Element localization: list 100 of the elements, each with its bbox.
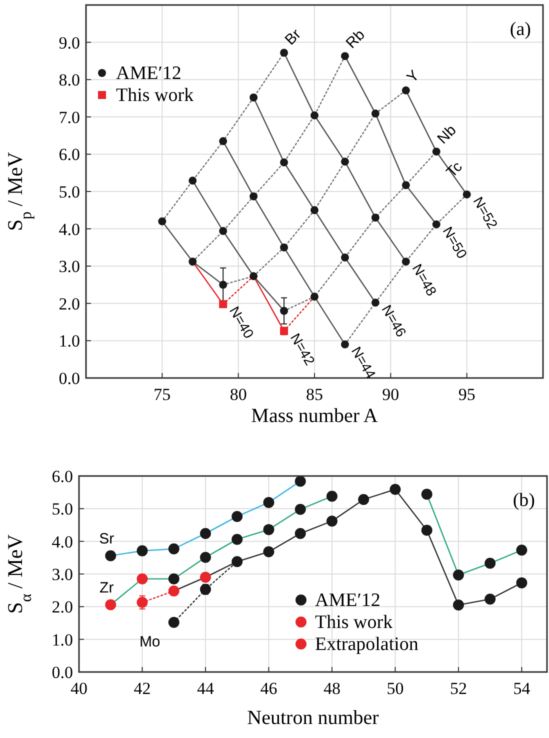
x-tick-label: 85 <box>306 385 323 404</box>
annotation: Rb <box>342 26 368 52</box>
x-tick-label: 54 <box>513 679 531 698</box>
y-tick-label: 5.0 <box>58 182 80 202</box>
point <box>280 306 288 315</box>
point <box>263 524 274 536</box>
point <box>371 298 380 307</box>
annotation: Tc <box>443 158 466 181</box>
point <box>310 111 318 120</box>
point <box>390 484 401 495</box>
point <box>263 546 274 558</box>
y-tick-label: 4.0 <box>52 532 73 552</box>
point <box>168 616 180 628</box>
x-tick-label: 80 <box>230 385 247 404</box>
point <box>326 516 338 527</box>
point <box>452 569 464 580</box>
y-tick-label: 2.0 <box>58 294 80 314</box>
point <box>188 258 197 266</box>
point <box>232 556 243 568</box>
point <box>326 490 338 502</box>
point <box>402 181 410 190</box>
point <box>294 504 306 515</box>
point <box>340 52 349 60</box>
point <box>358 494 370 506</box>
legend-label: AME′12 <box>315 590 380 611</box>
y-tick-label: 5.0 <box>52 500 73 519</box>
point <box>516 544 528 556</box>
point <box>105 550 116 562</box>
annotation: (a) <box>510 19 531 40</box>
point <box>168 573 180 584</box>
point <box>219 280 228 289</box>
y-tick-label: 6.0 <box>58 145 80 164</box>
x-tick-label: 90 <box>382 385 400 404</box>
point <box>219 137 228 146</box>
point <box>263 496 274 508</box>
point <box>294 528 306 539</box>
annotation: Nb <box>434 122 460 148</box>
y-tick-label: 0.0 <box>58 369 80 388</box>
point <box>484 594 496 605</box>
annotation: Br <box>282 26 304 49</box>
y-tick-label: 1.0 <box>52 630 73 650</box>
point <box>484 558 496 569</box>
point <box>402 258 410 266</box>
point <box>462 190 471 198</box>
point <box>219 227 228 236</box>
legend-label: AME′12 <box>116 63 182 84</box>
point <box>200 572 211 583</box>
point <box>280 158 288 166</box>
x-tick-label: 50 <box>386 679 404 698</box>
point <box>310 206 318 214</box>
y-tick-label: 4.0 <box>58 220 80 239</box>
x-tick-label: 75 <box>154 385 171 404</box>
x-axis-title: Neutron number <box>247 707 380 729</box>
y-tick-label: 9.0 <box>58 33 80 52</box>
point <box>310 292 318 301</box>
x-tick-label: 95 <box>458 385 476 404</box>
x-tick-label: 42 <box>134 679 151 698</box>
point <box>168 585 180 596</box>
point <box>232 511 243 522</box>
point <box>105 599 116 610</box>
point <box>371 214 380 222</box>
point <box>294 476 306 487</box>
point <box>340 340 349 348</box>
point <box>250 192 258 200</box>
point <box>371 110 380 118</box>
annotation: Zr <box>100 580 114 597</box>
y-tick-label: 0.0 <box>52 663 73 682</box>
x-axis-title: Mass number A <box>251 405 378 427</box>
point <box>421 488 432 500</box>
point <box>250 94 258 102</box>
point <box>136 573 148 584</box>
y-tick-label: 8.0 <box>58 70 80 90</box>
point <box>432 220 440 228</box>
y-tick-label: 3.0 <box>58 257 80 276</box>
point <box>200 552 211 563</box>
point <box>280 243 288 252</box>
x-tick-label: 46 <box>260 679 278 698</box>
point <box>402 86 410 94</box>
point <box>158 217 166 226</box>
y-tick-label: 1.0 <box>58 332 80 351</box>
point <box>432 148 440 156</box>
y-tick-label: 6.0 <box>52 467 73 486</box>
y-tick-label: 7.0 <box>58 108 80 127</box>
annotation: (b) <box>512 490 535 511</box>
y-tick-label: 3.0 <box>52 565 73 584</box>
x-tick-label: 52 <box>450 679 467 698</box>
annotation: Y <box>404 67 423 86</box>
point <box>232 534 243 545</box>
legend-label: This work <box>315 612 394 633</box>
point <box>136 545 148 556</box>
annotation: Sr <box>99 530 114 548</box>
point <box>188 176 197 185</box>
point <box>452 600 464 611</box>
x-tick-label: 40 <box>70 679 88 698</box>
point <box>516 577 528 588</box>
legend-label: This work <box>116 85 194 106</box>
point <box>250 272 258 280</box>
point <box>340 254 349 262</box>
point <box>219 300 228 308</box>
point <box>200 528 211 539</box>
